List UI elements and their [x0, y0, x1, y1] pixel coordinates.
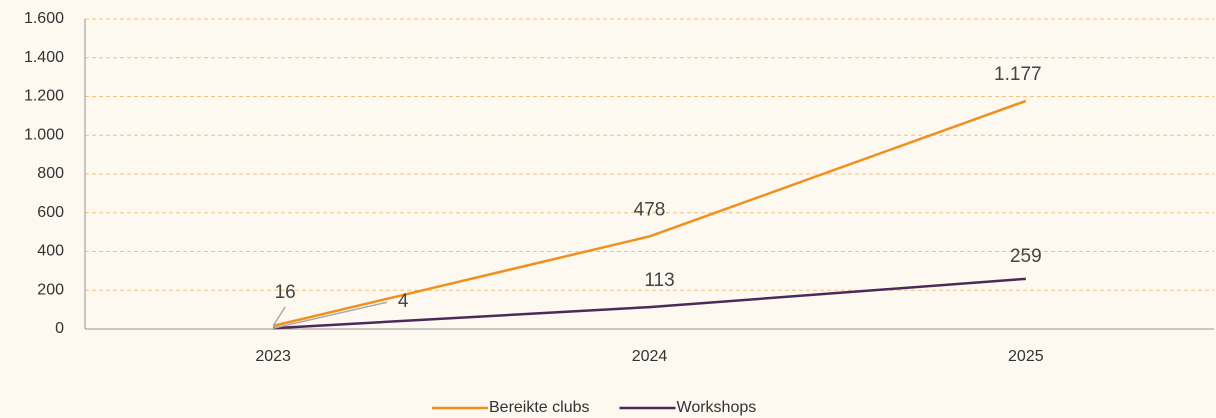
data-label: 113: [644, 270, 674, 291]
data-label: 1.177: [994, 64, 1042, 85]
data-label: 478: [634, 199, 666, 220]
y-tick-label: 1.200: [24, 88, 64, 105]
y-tick-label: 0: [55, 320, 64, 337]
y-tick-label: 1.400: [24, 49, 64, 66]
x-tick-label: 2025: [1008, 348, 1044, 365]
y-tick-label: 1.600: [24, 10, 64, 27]
y-tick-label: 200: [37, 281, 64, 298]
line-series: [273, 277, 1026, 330]
leader-line: [272, 301, 388, 329]
leader-line: [272, 306, 286, 327]
data-label: 16: [275, 282, 296, 303]
legend-label: Bereikte clubs: [489, 399, 590, 416]
y-tick-label: 800: [37, 165, 64, 182]
y-tick-label: 400: [37, 243, 64, 260]
x-tick-label: 2024: [632, 348, 668, 365]
legend-label: Workshops: [677, 399, 757, 416]
y-tick-label: 1.000: [24, 126, 64, 143]
x-tick-label: 2023: [255, 348, 291, 365]
line-series: [272, 99, 1027, 328]
data-label: 4: [398, 291, 409, 312]
y-tick-label: 600: [37, 204, 64, 221]
data-label: 259: [1010, 246, 1042, 267]
